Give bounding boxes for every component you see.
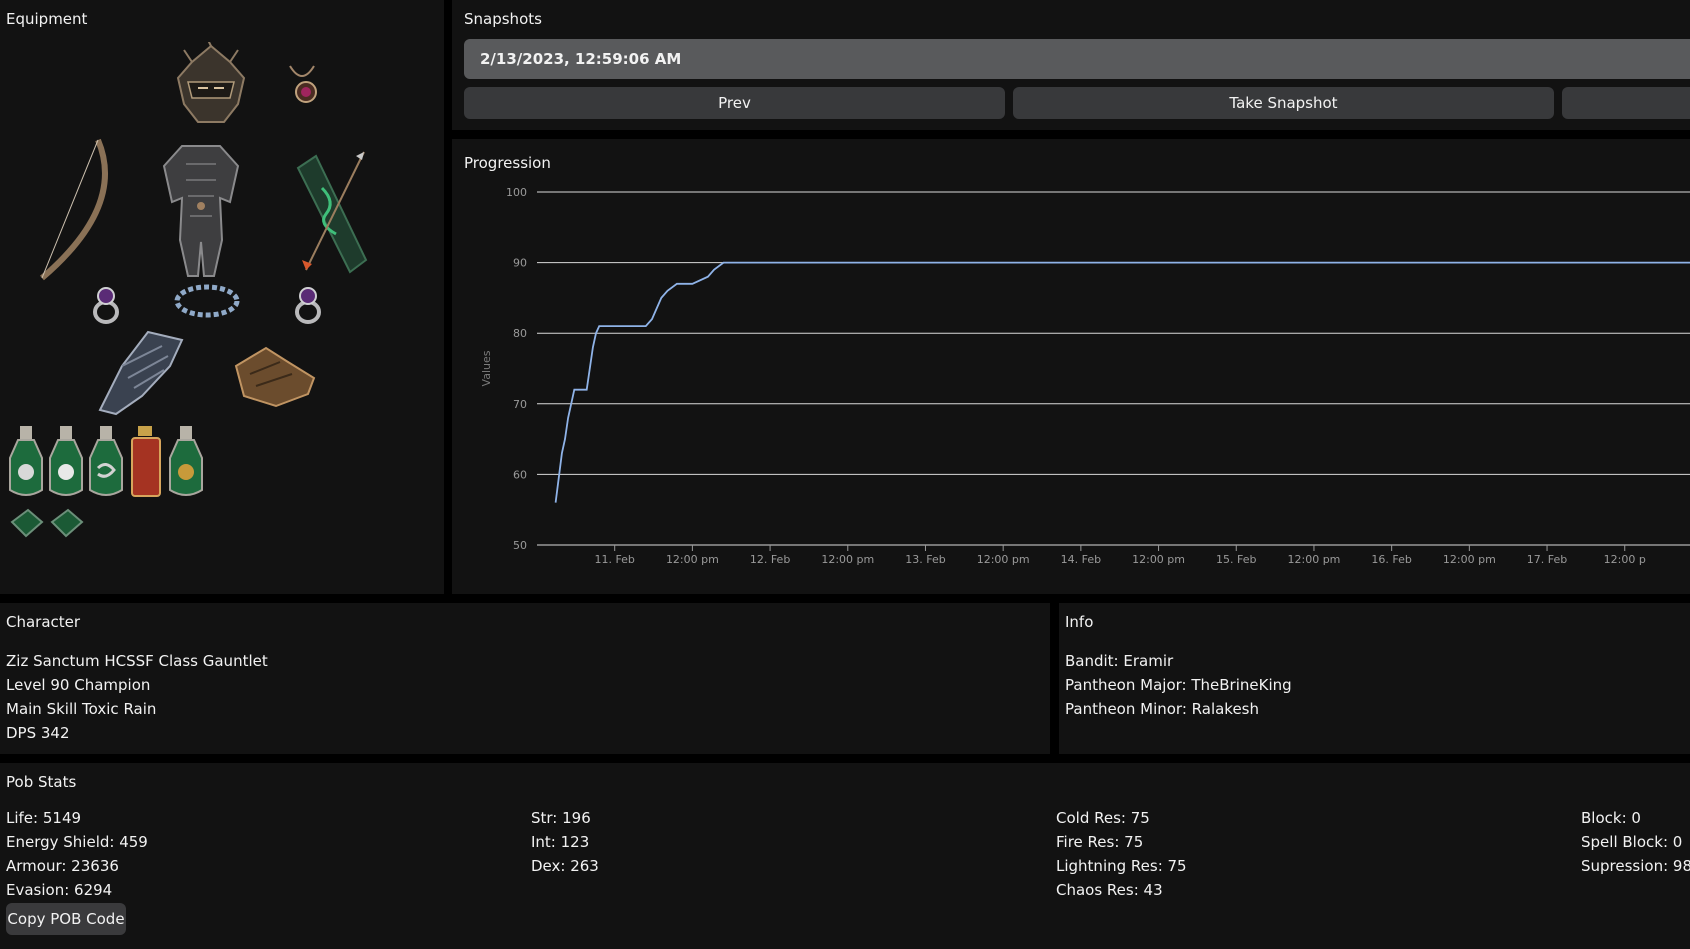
body-armour-icon[interactable] bbox=[160, 140, 242, 280]
flask-icon[interactable] bbox=[128, 424, 164, 500]
stat-lightning-res: Lightning Res: 75 bbox=[1056, 857, 1187, 875]
stat-chaos-res: Chaos Res: 43 bbox=[1056, 881, 1163, 899]
pob-stats-panel: Pob Stats Life: 5149 Energy Shield: 459 … bbox=[0, 763, 1690, 949]
stat-life: Life: 5149 bbox=[6, 809, 82, 827]
stat-spell-block: Spell Block: 0 bbox=[1581, 833, 1683, 851]
x-tick-label: 13. Feb bbox=[905, 553, 945, 566]
info-bandit: Bandit: Eramir bbox=[1065, 652, 1174, 670]
equipment-title: Equipment bbox=[6, 10, 88, 28]
stat-dex: Dex: 263 bbox=[531, 857, 599, 875]
quiver-icon[interactable] bbox=[292, 148, 376, 278]
jewel-icon[interactable] bbox=[48, 506, 86, 540]
stat-str: Str: 196 bbox=[531, 809, 591, 827]
bow-icon[interactable] bbox=[36, 136, 116, 282]
helmet-icon[interactable] bbox=[168, 42, 254, 128]
y-tick-label: 90 bbox=[513, 257, 527, 270]
progression-panel bbox=[452, 139, 1690, 594]
y-tick-label: 80 bbox=[513, 327, 527, 340]
stat-block: Block: 0 bbox=[1581, 809, 1641, 827]
flask-icon[interactable] bbox=[88, 424, 124, 500]
equipment-panel: Equipment bbox=[0, 0, 444, 594]
next-button[interactable] bbox=[1562, 87, 1690, 119]
boots-icon[interactable] bbox=[230, 344, 318, 410]
x-tick-label: 12:00 pm bbox=[666, 553, 719, 566]
stat-armour: Armour: 23636 bbox=[6, 857, 119, 875]
info-pantheon-minor: Pantheon Minor: Ralakesh bbox=[1065, 700, 1260, 718]
x-tick-label: 14. Feb bbox=[1061, 553, 1101, 566]
stat-fire-res: Fire Res: 75 bbox=[1056, 833, 1144, 851]
y-tick-label: 100 bbox=[506, 186, 527, 199]
character-dps: DPS 342 bbox=[6, 724, 70, 742]
progression-chart: 50 60 70 80 90 100 11. Feb 12:00 pm 12. Feb 12:00… bbox=[480, 186, 1690, 566]
x-tick-label: 12:00 pm bbox=[977, 553, 1030, 566]
stat-supression: Supression: 98 bbox=[1581, 857, 1690, 875]
flask-icon[interactable] bbox=[168, 424, 204, 500]
snapshots-title: Snapshots bbox=[464, 10, 542, 28]
snapshot-selector[interactable]: 2/13/2023, 12:59:06 AM bbox=[464, 39, 1690, 79]
x-tick-label: 12. Feb bbox=[750, 553, 790, 566]
x-tick-label: 12:00 p bbox=[1604, 553, 1646, 566]
progression-title: Progression bbox=[464, 154, 551, 172]
y-tick-label: 70 bbox=[513, 398, 527, 411]
character-panel: Character Ziz Sanctum HCSSF Class Gauntl… bbox=[0, 603, 1050, 754]
ring-right-icon[interactable] bbox=[292, 284, 324, 326]
y-tick-label: 50 bbox=[513, 539, 527, 552]
gloves-icon[interactable] bbox=[92, 326, 188, 416]
x-tick-label: 17. Feb bbox=[1527, 553, 1567, 566]
stat-cold-res: Cold Res: 75 bbox=[1056, 809, 1150, 827]
jewel-icon[interactable] bbox=[8, 506, 46, 540]
x-tick-label: 12:00 pm bbox=[821, 553, 874, 566]
stat-energy-shield: Energy Shield: 459 bbox=[6, 833, 148, 851]
take-snapshot-button[interactable]: Take Snapshot bbox=[1013, 87, 1554, 119]
x-tick-label: 12:00 pm bbox=[1288, 553, 1341, 566]
flask-icon[interactable] bbox=[8, 424, 44, 500]
info-panel: Info Bandit: Eramir Pantheon Major: TheB… bbox=[1059, 603, 1690, 754]
x-tick-label: 12:00 pm bbox=[1443, 553, 1496, 566]
flask-icon[interactable] bbox=[48, 424, 84, 500]
y-tick-label: 60 bbox=[513, 468, 527, 481]
amulet-icon[interactable] bbox=[282, 62, 322, 108]
x-tick-label: 11. Feb bbox=[594, 553, 634, 566]
info-pantheon-major: Pantheon Major: TheBrineKing bbox=[1065, 676, 1292, 694]
x-tick-label: 16. Feb bbox=[1371, 553, 1411, 566]
ring-left-icon[interactable] bbox=[90, 284, 122, 326]
x-tick-label: 12:00 pm bbox=[1132, 553, 1185, 566]
stat-int: Int: 123 bbox=[531, 833, 590, 851]
series-line-level bbox=[554, 261, 1690, 503]
character-title: Character bbox=[6, 613, 81, 631]
info-title: Info bbox=[1065, 613, 1094, 631]
character-level-class: Level 90 Champion bbox=[6, 676, 151, 694]
character-main-skill: Main Skill Toxic Rain bbox=[6, 700, 157, 718]
y-axis-label: Values bbox=[480, 350, 493, 386]
stat-evasion: Evasion: 6294 bbox=[6, 881, 113, 899]
x-tick-label: 15. Feb bbox=[1216, 553, 1256, 566]
belt-icon[interactable] bbox=[172, 280, 242, 322]
copy-pob-code-button[interactable]: Copy POB Code bbox=[6, 903, 126, 935]
character-league: Ziz Sanctum HCSSF Class Gauntlet bbox=[6, 652, 268, 670]
pob-stats-title: Pob Stats bbox=[6, 773, 77, 791]
prev-button[interactable]: Prev bbox=[464, 87, 1005, 119]
